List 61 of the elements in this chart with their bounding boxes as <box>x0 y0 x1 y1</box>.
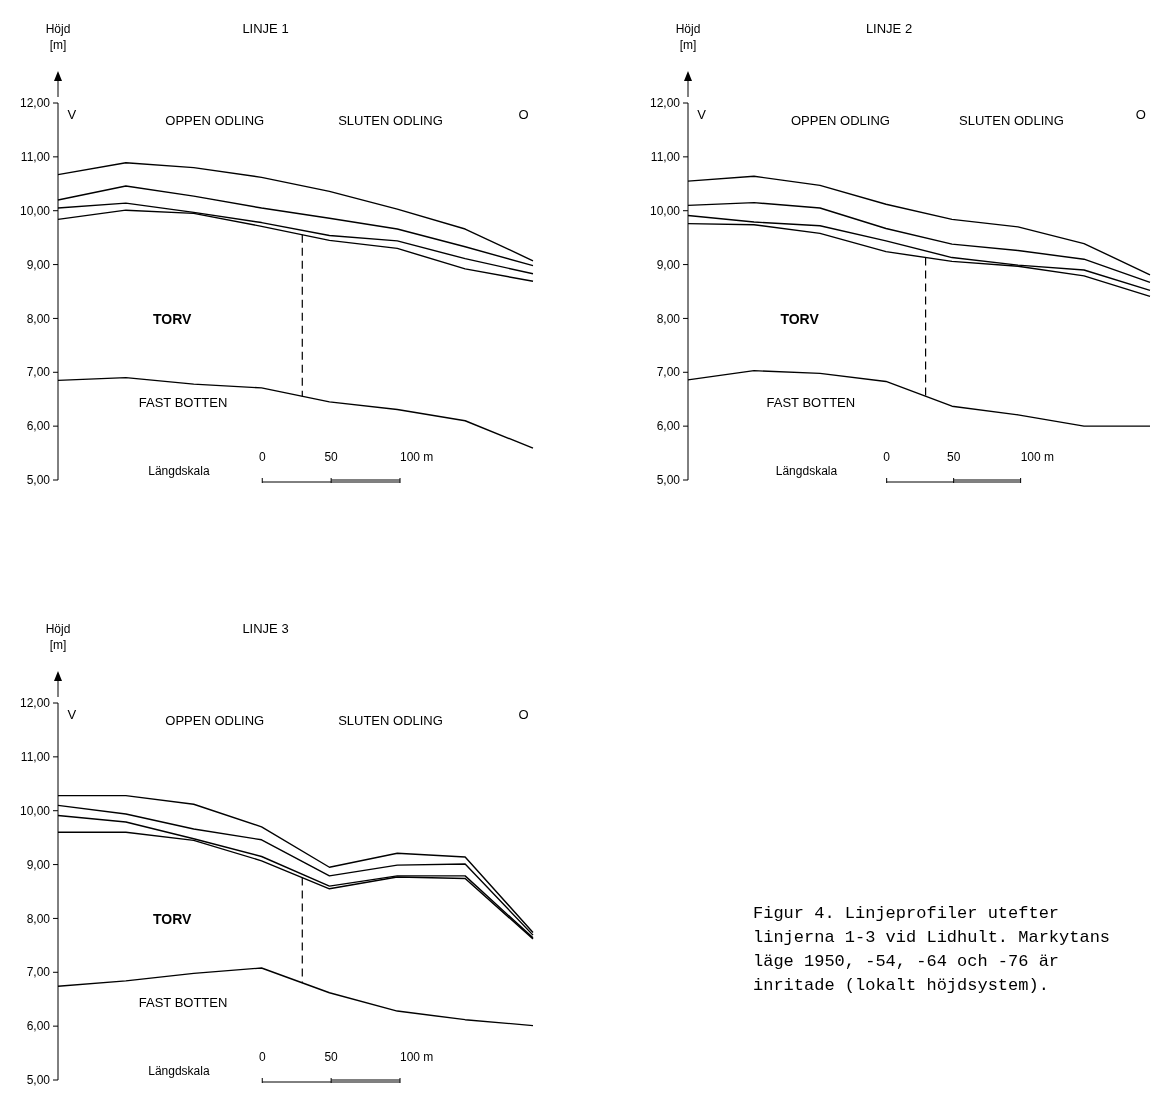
annotation: 0 <box>258 1050 266 1065</box>
annotation: FAST BOTTEN <box>138 395 228 411</box>
y-tick-label: 7,00 <box>26 965 51 980</box>
annotation: V <box>67 707 77 723</box>
y-tick-label: 5,00 <box>26 1073 51 1088</box>
y-tick-label: 6,00 <box>656 419 681 434</box>
y-tick-label: 9,00 <box>26 257 51 272</box>
annotation: O <box>1135 107 1146 123</box>
annotation: O <box>518 707 529 723</box>
y-tick-label: 6,00 <box>26 419 51 434</box>
chart-title: LINJE 3 <box>242 621 289 636</box>
annotation: 0 <box>883 450 891 465</box>
y-tick-label: 11,00 <box>20 150 51 165</box>
y-tick-label: 6,00 <box>26 1019 51 1034</box>
y-tick-label: 7,00 <box>656 365 681 380</box>
annotation: 50 <box>324 1050 339 1065</box>
annotation: SLUTEN ODLING <box>959 112 1064 128</box>
annotation: FAST BOTTEN <box>138 995 228 1011</box>
annotation: Längdskala <box>775 463 838 478</box>
y-tick-label: 11,00 <box>650 150 681 165</box>
annotation: V <box>67 107 77 123</box>
text: Figur 4. Linjeprofiler utefter linjerna 1-3 vid Lidhult. Markytans läge 1950, -54, -64 och -76 är inritade (lokalt höjdsystem). <box>753 904 1111 995</box>
annotation: 0 <box>258 450 266 465</box>
y-axis-title: Höjd [m] <box>45 22 71 52</box>
y-tick-label: 9,00 <box>26 857 51 872</box>
y-tick-label: 8,00 <box>26 311 51 326</box>
y-tick-label: 10,00 <box>19 803 51 818</box>
annotation: 50 <box>946 450 961 465</box>
y-tick-label: 11,00 <box>20 750 51 765</box>
annotation: TORV <box>153 910 193 927</box>
y-tick-label: 5,00 <box>26 473 51 488</box>
annotation: 50 <box>324 450 339 465</box>
annotation: SLUTEN ODLING <box>338 712 443 728</box>
annotation: OPPEN ODLING <box>165 712 265 728</box>
annotation: SLUTEN ODLING <box>338 112 443 128</box>
y-tick-label: 7,00 <box>26 365 51 380</box>
y-tick-label: 9,00 <box>656 257 681 272</box>
chart-title: LINJE 1 <box>242 21 289 36</box>
y-axis-title: Höjd [m] <box>675 22 701 52</box>
annotation: OPPEN ODLING <box>790 112 890 128</box>
annotation: 100 m <box>1020 450 1054 465</box>
y-tick-label: 12,00 <box>19 696 51 711</box>
y-tick-label: 12,00 <box>649 96 681 111</box>
annotation: TORV <box>780 310 820 327</box>
annotation: TORV <box>153 310 193 327</box>
annotation: OPPEN ODLING <box>165 112 265 128</box>
annotation: Längdskala <box>148 1063 210 1078</box>
y-tick-label: 10,00 <box>19 203 51 218</box>
annotation: 100 m <box>400 450 434 465</box>
chart-title: LINJE 2 <box>865 21 913 36</box>
annotation: FAST BOTTEN <box>766 395 856 411</box>
y-tick-label: 10,00 <box>649 203 681 218</box>
y-tick-label: 8,00 <box>26 911 51 926</box>
y-tick-label: 8,00 <box>656 311 681 326</box>
y-tick-label: 12,00 <box>19 96 51 111</box>
annotation: Längdskala <box>148 463 210 478</box>
annotation: O <box>518 107 529 123</box>
annotation: V <box>697 107 707 123</box>
y-tick-label: 5,00 <box>656 473 681 488</box>
annotation: 100 m <box>400 1050 434 1065</box>
y-axis-title: Höjd [m] <box>45 622 71 652</box>
